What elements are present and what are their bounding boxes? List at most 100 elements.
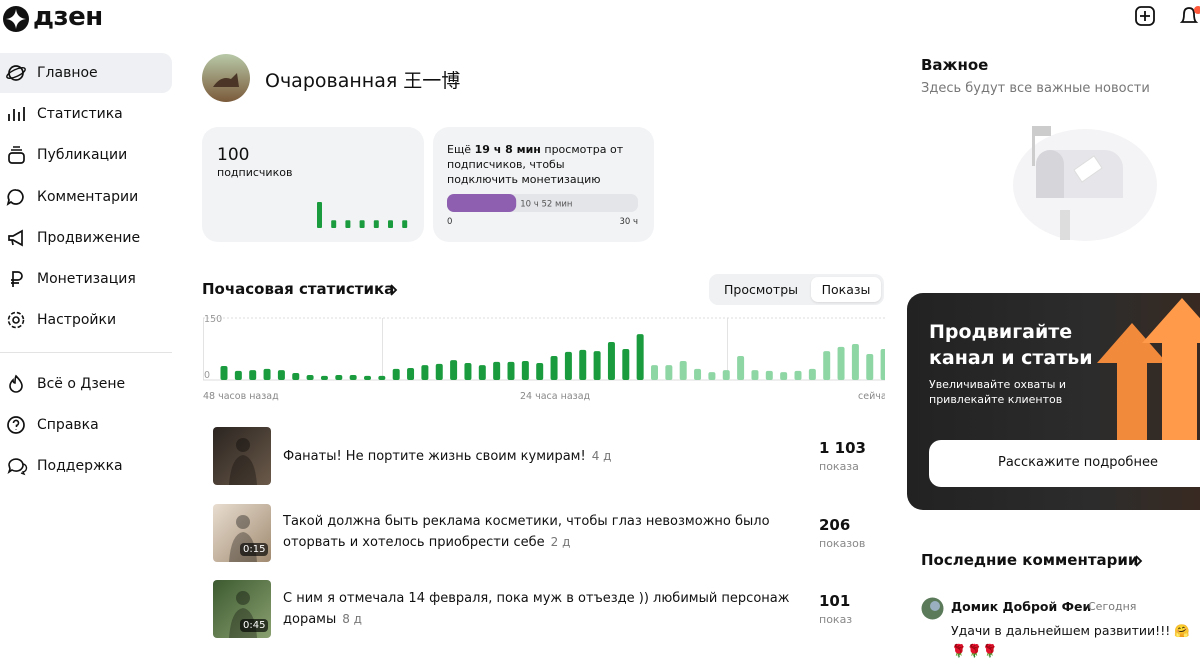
view-count-label: показа <box>819 460 859 473</box>
title-text: С ним я отмечала 14 февраля, пока муж в … <box>283 590 790 627</box>
avatar-detail <box>930 601 940 611</box>
progress-min: 0 <box>447 217 452 227</box>
bar <box>737 356 745 380</box>
bar <box>536 363 544 380</box>
nav-item[interactable]: Всё о Дзене <box>0 364 172 404</box>
nav-item[interactable]: Публикации <box>0 135 172 175</box>
nav-icon <box>6 188 24 206</box>
nav-icon <box>6 65 26 81</box>
important-subtitle: Здесь будут все важные новости <box>921 81 1150 96</box>
promo-card[interactable]: Продвигайте канал и статьи Увеличивайте … <box>907 293 1200 510</box>
nav-item[interactable]: Настройки <box>0 300 172 340</box>
bar <box>349 375 357 380</box>
nav-label: Статистика <box>37 106 123 123</box>
nav-icon <box>8 229 23 247</box>
comment-author[interactable]: Домик Доброй Феи <box>951 599 1092 614</box>
logo-text[interactable]: дзен <box>33 2 103 32</box>
bar <box>421 365 429 380</box>
notifications-button[interactable] <box>1178 4 1200 28</box>
comment-avatar[interactable] <box>921 597 944 620</box>
chevron[interactable] <box>1133 554 1145 568</box>
tab[interactable]: Показы <box>811 277 881 302</box>
bar <box>364 375 371 380</box>
important-title: Важное <box>921 56 989 74</box>
bar <box>407 368 415 380</box>
publication[interactable]: 0:15 Такой должна быть реклама косметики,… <box>213 503 873 562</box>
trend-bar <box>402 220 408 228</box>
nav-label: Настройки <box>37 312 117 329</box>
nav-item[interactable]: Монетизация <box>0 259 172 299</box>
trend-bar <box>317 202 322 228</box>
section-title[interactable]: Почасовая статистика <box>202 280 395 298</box>
nav-item[interactable]: Справка <box>0 405 172 445</box>
nav-item[interactable]: Главное <box>0 53 172 93</box>
bar <box>607 341 615 380</box>
nav-label: Монетизация <box>37 271 136 287</box>
bar <box>263 368 271 380</box>
monetization-text: Ещё 19 ч 8 мин просмотра от подписчиков,… <box>447 142 637 187</box>
nav-item[interactable]: Комментарии <box>0 177 172 217</box>
nav-icon <box>7 311 25 329</box>
comments-title[interactable]: Последние комментарии <box>921 551 1139 569</box>
bar <box>622 349 630 380</box>
age: 4 д <box>591 448 612 463</box>
channel-avatar[interactable] <box>201 53 251 103</box>
bar <box>708 372 716 380</box>
logo-icon[interactable] <box>2 5 30 33</box>
publication[interactable]: 0:45 С ним я отмечала 14 февраля, пока му… <box>213 580 873 638</box>
figure-body <box>229 455 257 485</box>
nav-icon <box>7 458 28 476</box>
thumbnail-figure <box>229 438 257 485</box>
subscribers-card[interactable]: 100 подписчиков <box>202 127 424 242</box>
x-tick-label: 24 часа назад <box>520 391 591 402</box>
figure-head <box>236 514 250 529</box>
title-wrap: Фанаты! Не портите жизнь своим кумирам! 4… <box>283 446 611 467</box>
text: Ещё <box>447 143 475 156</box>
trend-bar <box>331 220 337 228</box>
bar <box>335 375 343 380</box>
title-text: Фанаты! Не портите жизнь своим кумирам! <box>283 448 586 464</box>
subscribers-count: 100 <box>217 145 250 165</box>
promo-text: Увеличивайте охваты и привлекайте клиент… <box>929 378 1067 406</box>
remaining: 19 ч 8 мин <box>474 143 541 156</box>
tab[interactable]: Просмотры <box>723 282 799 297</box>
bar <box>450 360 458 380</box>
bar <box>579 349 587 380</box>
bar <box>521 360 529 380</box>
progress-fill <box>447 194 517 212</box>
hourly-chart-wrap: 0 150 48 часов назад 24 часа назад сейчас <box>203 310 885 410</box>
nav-icon <box>8 146 25 165</box>
chevron[interactable] <box>388 283 400 297</box>
view-count: 101 <box>819 592 851 610</box>
bar <box>564 351 572 380</box>
add-button[interactable] <box>1134 5 1156 27</box>
progress: 10 ч 52 мин 0 30 ч <box>447 194 638 227</box>
bar <box>794 370 802 380</box>
nav-label: Комментарии <box>37 188 139 205</box>
age: 2 д <box>550 535 571 549</box>
trend-bar <box>345 220 351 228</box>
y-tick-label: 0 <box>204 370 210 381</box>
monetization-card[interactable]: Ещё 19 ч 8 мин просмотра от подписчиков,… <box>433 127 654 242</box>
nav-icon <box>9 374 23 393</box>
nav-item[interactable]: Статистика <box>0 94 172 134</box>
bar <box>694 368 702 380</box>
tabs: Просмотры Показы <box>709 274 884 305</box>
bar <box>651 365 658 380</box>
thumbnail <box>213 427 271 485</box>
nav-label: Поддержка <box>37 458 123 475</box>
bar <box>306 375 314 380</box>
publication-title: Такой должна быть реклама косметики, что… <box>283 504 823 562</box>
figure-head <box>236 438 250 452</box>
bar <box>478 365 486 380</box>
bar <box>722 370 730 380</box>
publication[interactable]: Фанаты! Не портите жизнь своим кумирам! 4… <box>213 427 873 485</box>
nav-label: Продвижение <box>37 229 141 246</box>
bar <box>780 372 788 380</box>
channel-name: Очарованная 王一博 <box>265 70 461 92</box>
nav-item[interactable]: Продвижение <box>0 218 172 258</box>
progress-value: 10 ч 52 мин <box>520 200 572 210</box>
promo-button[interactable]: Расскажите подробнее <box>929 440 1200 487</box>
nav-item[interactable]: Поддержка <box>0 446 172 486</box>
